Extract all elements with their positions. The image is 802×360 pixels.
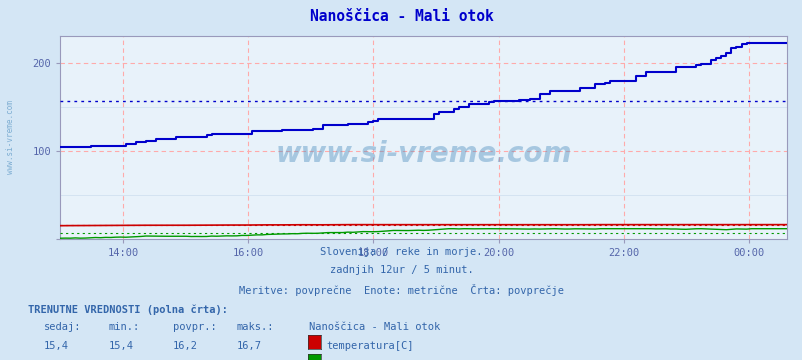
Text: 15,4: 15,4 bbox=[44, 341, 69, 351]
Text: 16,7: 16,7 bbox=[237, 341, 261, 351]
Text: Meritve: povprečne  Enote: metrične  Črta: povprečje: Meritve: povprečne Enote: metrične Črta:… bbox=[239, 284, 563, 296]
Text: 16,2: 16,2 bbox=[172, 341, 197, 351]
Text: maks.:: maks.: bbox=[237, 322, 274, 332]
Text: Nanoščica - Mali otok: Nanoščica - Mali otok bbox=[310, 9, 492, 24]
Text: 15,4: 15,4 bbox=[108, 341, 133, 351]
Text: temperatura[C]: temperatura[C] bbox=[326, 341, 414, 351]
Text: TRENUTNE VREDNOSTI (polna črta):: TRENUTNE VREDNOSTI (polna črta): bbox=[28, 304, 228, 315]
Text: sedaj:: sedaj: bbox=[44, 322, 82, 332]
Text: Nanoščica - Mali otok: Nanoščica - Mali otok bbox=[309, 322, 439, 332]
Text: povpr.:: povpr.: bbox=[172, 322, 216, 332]
Text: zadnjih 12ur / 5 minut.: zadnjih 12ur / 5 minut. bbox=[329, 265, 473, 275]
Text: www.si-vreme.com: www.si-vreme.com bbox=[275, 140, 571, 168]
Text: Slovenija / reke in morje.: Slovenija / reke in morje. bbox=[320, 247, 482, 257]
Text: www.si-vreme.com: www.si-vreme.com bbox=[6, 100, 15, 174]
Text: min.:: min.: bbox=[108, 322, 140, 332]
